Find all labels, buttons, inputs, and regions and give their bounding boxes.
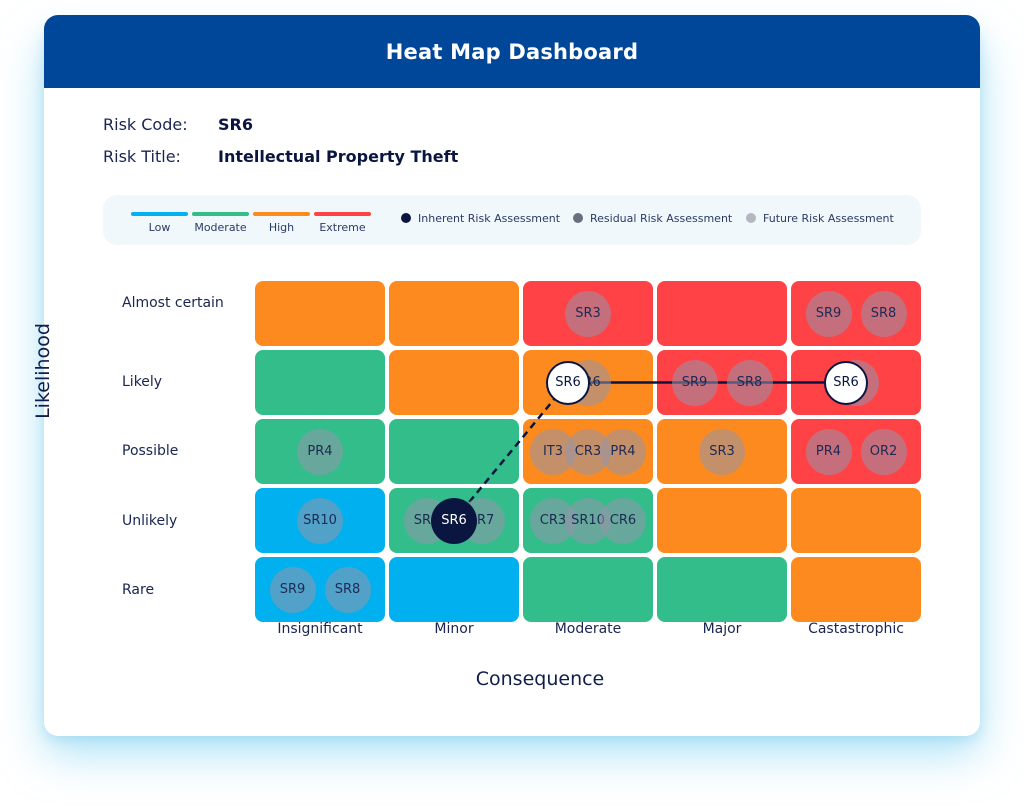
risk-bubble-sr8[interactable]: SR8 <box>324 566 371 613</box>
legend-level-high: High <box>253 212 310 234</box>
legend-panel: Low Moderate High Extreme Inherent Risk … <box>103 195 921 245</box>
risk-bubble-pr4[interactable]: PR4 <box>600 428 646 475</box>
risk-title-row: Risk Title: Intellectual Property Theft <box>103 147 458 166</box>
col-label-insignificant: Insignificant <box>277 621 363 637</box>
col-label-major: Major <box>702 621 742 637</box>
risk-bubble-or2[interactable]: OR2 <box>860 428 907 475</box>
y-axis-title: Likelihood <box>32 323 54 419</box>
risk-title-value: Intellectual Property Theft <box>218 147 459 166</box>
risk-bubble-sr3[interactable]: SR3 <box>699 428 745 475</box>
heat-cell-rare-castastrophic[interactable] <box>791 557 921 622</box>
risk-bubble-sr9[interactable]: SR9 <box>671 359 718 406</box>
legend-level-low-swatch <box>131 212 188 216</box>
risk-code-value: SR6 <box>218 115 253 134</box>
heat-cell-almost-certain-major[interactable] <box>657 281 787 346</box>
inherent-risk-marker[interactable]: SR6 <box>431 497 477 544</box>
risk-bubble-pr4[interactable]: PR4 <box>805 428 852 475</box>
future-risk-marker[interactable]: SR6 <box>824 360 868 405</box>
risk-bubble-cr6[interactable]: CR6 <box>600 497 646 544</box>
legend-level-low-label: Low <box>148 221 171 234</box>
risk-bubble-sr3[interactable]: SR3 <box>565 290 611 337</box>
legend-residual-dot <box>573 213 583 223</box>
legend-future-label: Future Risk Assessment <box>763 212 894 225</box>
risk-bubble-sr9[interactable]: SR9 <box>269 566 316 613</box>
col-label-castastrophic: Castastrophic <box>808 621 904 637</box>
dashboard-header: Heat Map Dashboard <box>44 15 980 88</box>
legend-future-dot <box>746 213 756 223</box>
legend-level-moderate-swatch <box>192 212 249 216</box>
dashboard-title: Heat Map Dashboard <box>385 39 639 64</box>
risk-bubble-sr10[interactable]: SR10 <box>297 497 343 544</box>
row-label-almost-certain: Almost certain <box>122 295 224 311</box>
row-label-possible: Possible <box>122 443 179 459</box>
risk-title-label: Risk Title: <box>103 147 181 166</box>
risk-bubble-sr8[interactable]: SR8 <box>726 359 773 406</box>
legend-level-extreme-label: Extreme <box>319 221 366 234</box>
residual-risk-marker[interactable]: SR6 <box>546 360 590 405</box>
legend-inherent-dot <box>401 213 411 223</box>
heat-cell-almost-certain-minor[interactable] <box>389 281 519 346</box>
legend-level-low: Low <box>131 212 188 234</box>
risk-code-row: Risk Code: SR6 <box>103 115 253 134</box>
legend-future: Future Risk Assessment <box>746 212 894 225</box>
heat-cell-unlikely-castastrophic[interactable] <box>791 488 921 553</box>
heat-cell-unlikely-major[interactable] <box>657 488 787 553</box>
heat-cell-rare-major[interactable] <box>657 557 787 622</box>
legend-level-high-label: High <box>268 221 295 234</box>
legend-inherent: Inherent Risk Assessment <box>401 212 560 225</box>
risk-bubble-pr4[interactable]: PR4 <box>297 428 343 475</box>
heat-cell-almost-certain-insignificant[interactable] <box>255 281 385 346</box>
row-label-rare: Rare <box>122 582 155 598</box>
x-axis-title: Consequence <box>475 668 605 690</box>
inherent-to-residual-line <box>453 381 569 522</box>
legend-residual: Residual Risk Assessment <box>573 212 732 225</box>
legend-level-high-swatch <box>253 212 310 216</box>
risk-bubble-sr10[interactable]: SR10 <box>565 497 611 544</box>
row-label-likely: Likely <box>122 374 163 390</box>
risk-bubble-sr8[interactable]: SR8 <box>860 290 907 337</box>
legend-level-extreme-swatch <box>314 212 371 216</box>
legend-level-moderate-label: Moderate <box>194 221 247 234</box>
col-label-minor: Minor <box>434 621 474 637</box>
legend-residual-label: Residual Risk Assessment <box>590 212 733 225</box>
heat-cell-likely-minor[interactable] <box>389 350 519 415</box>
legend-inherent-label: Inherent Risk Assessment <box>418 212 561 225</box>
row-label-unlikely: Unlikely <box>122 513 178 529</box>
heat-cell-rare-minor[interactable] <box>389 557 519 622</box>
heat-cell-possible-minor[interactable] <box>389 419 519 484</box>
legend-level-extreme: Extreme <box>314 212 371 234</box>
heat-cell-likely-insignificant[interactable] <box>255 350 385 415</box>
col-label-moderate: Moderate <box>554 621 622 637</box>
risk-bubble-sr9[interactable]: SR9 <box>805 290 852 337</box>
risk-code-label: Risk Code: <box>103 115 188 134</box>
heat-cell-rare-moderate[interactable] <box>523 557 653 622</box>
legend-level-moderate: Moderate <box>192 212 249 234</box>
